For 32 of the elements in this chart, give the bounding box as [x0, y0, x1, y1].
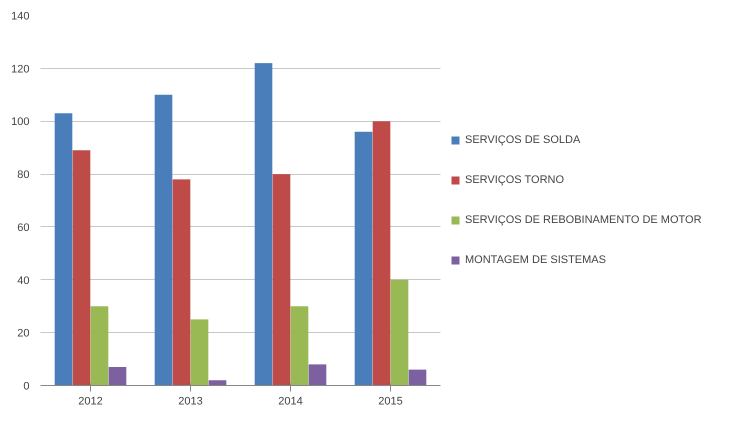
- y-tick-label: 0: [23, 380, 30, 392]
- x-tick-label: 2013: [178, 396, 203, 408]
- bar: [372, 121, 390, 386]
- bar: [308, 364, 326, 386]
- x-tick-label: 2015: [378, 396, 403, 408]
- y-tick-label: 60: [17, 222, 30, 234]
- bar: [272, 174, 290, 386]
- y-tick-label: 80: [17, 169, 30, 182]
- y-tick-label: 40: [17, 274, 30, 287]
- bar: [254, 63, 272, 386]
- y-tick-label: 20: [17, 328, 30, 340]
- bar: [154, 94, 172, 386]
- y-tick-label: 120: [11, 63, 30, 76]
- bar: [172, 179, 190, 386]
- bar: [90, 306, 108, 386]
- legend-label: MONTAGEM DE SISTEMAS: [465, 254, 606, 266]
- y-tick-label: 100: [11, 116, 30, 128]
- bar: [408, 370, 426, 386]
- x-tick-label: 2012: [78, 396, 103, 408]
- bar: [190, 319, 208, 386]
- legend-label: SERVIÇOS DE SOLDA: [465, 134, 580, 146]
- bar: [208, 380, 226, 386]
- bar: [390, 280, 408, 386]
- bar: [72, 150, 90, 386]
- bar: [354, 132, 372, 386]
- y-tick-label: 140: [11, 10, 30, 22]
- legend-label: SERVIÇOS TORNO: [465, 174, 564, 186]
- legend-label: SERVIÇOS DE REBOBINAMENTO DE MOTOR: [465, 214, 702, 226]
- bar: [108, 367, 126, 386]
- x-tick-label: 2014: [278, 396, 303, 408]
- bar: [54, 113, 72, 386]
- bar: [290, 306, 308, 386]
